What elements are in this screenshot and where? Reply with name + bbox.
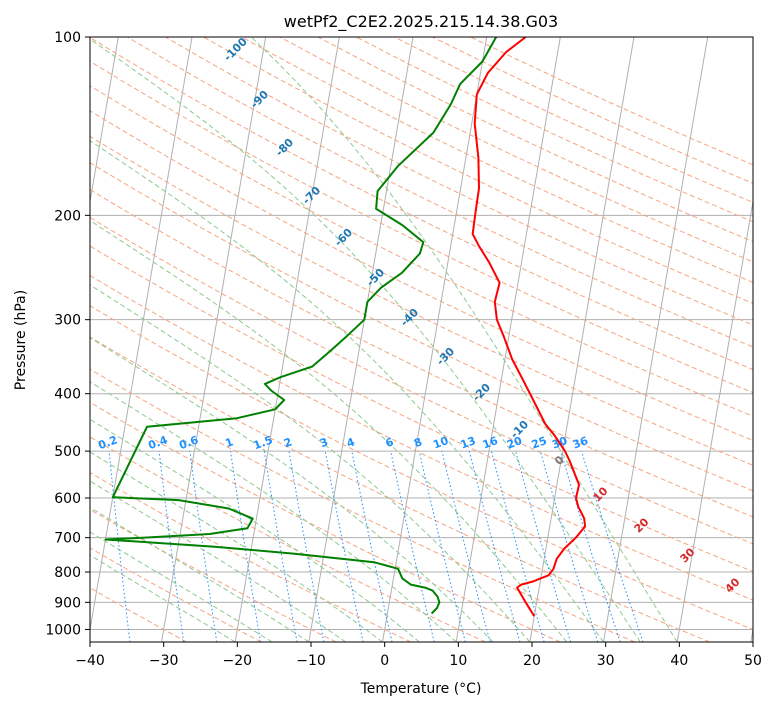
dry-adiabat-line [90, 368, 636, 642]
moist-adiabat-line [250, 37, 678, 642]
moist-adiabat-line [90, 480, 346, 642]
mixing-ratio-label: 20 [505, 434, 524, 452]
dry-adiabat-line [90, 85, 753, 417]
mixing-ratio-labels: 0.2 0.4 0.6 1 1.5 2 3 4 6 8 10 13 16 20 25 30 36 [97, 433, 591, 452]
x-tick-label: 10 [449, 653, 467, 669]
moist-adiabat-line [90, 38, 641, 642]
dry-adiabat-line [90, 336, 710, 642]
x-tick-label: 0 [380, 653, 389, 669]
y-axis-title: Pressure (hPa) [13, 290, 29, 390]
y-tick-label: 700 [54, 531, 81, 547]
mixing-ratio-label: 0.6 [177, 433, 200, 452]
dry-adiabat-line [90, 245, 753, 573]
isotherm-line [676, 198, 753, 642]
mixing-ratio-label: 0.2 [97, 433, 120, 452]
dewpoint-profile [104, 37, 498, 615]
x-tick-label: 50 [744, 653, 762, 669]
mixing-ratio-label: 2 [282, 435, 294, 450]
moist-adiabat-line [90, 337, 494, 642]
plot-frame [89, 36, 754, 643]
dry-adiabat-line [165, 37, 753, 326]
dry-adiabat-line [90, 216, 753, 545]
mixing-ratio-line [324, 451, 364, 642]
mixing-ratio-line [351, 451, 393, 642]
mixing-ratio-line [581, 450, 644, 642]
dry-adiabat-line [90, 135, 753, 466]
mixing-ratio-line [230, 451, 262, 642]
mixing-ratio-line [390, 450, 435, 642]
mixing-ratio-line [560, 450, 621, 642]
x-tick-label: −40 [75, 653, 105, 669]
y-tick-label: 800 [54, 565, 81, 581]
moist-adiabat-line [90, 219, 568, 642]
dry-adiabat-line [203, 37, 753, 304]
isotherm-line [455, 37, 561, 642]
moist-adiabat-line [90, 418, 420, 642]
mixing-ratio-label: 10 [431, 434, 450, 452]
mixing-ratio-line [158, 451, 185, 642]
y-tick-label: 600 [54, 491, 81, 507]
mixing-ratio-label: 13 [459, 434, 478, 451]
mixing-ratio-label: 8 [412, 435, 424, 450]
isotherm-line [90, 37, 119, 205]
mixing-ratio-line [418, 450, 466, 642]
mixing-ratio-label: 25 [530, 434, 549, 451]
mixing-ratio-line [539, 450, 599, 642]
mixing-ratio-label: 0.4 [146, 433, 169, 452]
dry-adiabat-line [90, 436, 486, 642]
x-tick-label: −10 [296, 653, 326, 669]
temperature-profile [471, 37, 587, 617]
moist-adiabat-line [90, 140, 604, 642]
mixing-ratio-label: 1.5 [252, 433, 275, 452]
y-tick-label: 300 [54, 313, 81, 329]
dry-adiabat-line [90, 508, 337, 642]
moist-adiabat-line [90, 284, 531, 642]
dry-adiabat-line [90, 162, 753, 492]
mixing-ratio-line [490, 450, 545, 642]
plot-background [90, 37, 753, 642]
mixing-ratio-line [515, 450, 572, 642]
x-axis-title: Temperature (°C) [360, 681, 482, 697]
y-tick-label: 900 [54, 595, 81, 611]
isotherm-line [308, 37, 414, 642]
mixing-ratio-label: 6 [384, 435, 396, 450]
mixing-ratio-line [441, 450, 491, 642]
y-tick-label: 400 [54, 387, 81, 403]
y-tick-label: 1000 [45, 622, 81, 638]
dry-adiabat-line [241, 37, 753, 283]
isotherm-line [161, 37, 267, 642]
dry-adiabat-line [90, 110, 753, 442]
y-tick-label: 500 [54, 444, 81, 460]
isotherm-line [234, 37, 340, 642]
y-axis-ticks: 100 200 300 400 500 600 700 800 900 1000 [45, 30, 90, 638]
dry-adiabat-line [90, 401, 561, 642]
chart-title: wetPf2_C2E2.2025.215.14.38.G03 [284, 12, 558, 32]
x-axis-ticks: −40 −30 −20 −10 0 10 20 30 40 50 [75, 642, 762, 669]
y-tick-label: 200 [54, 208, 81, 224]
x-tick-label: −20 [223, 653, 253, 669]
series-layer [104, 37, 587, 617]
isotherm-line [382, 37, 488, 642]
background-lines [90, 37, 753, 642]
moist-adiabat-line [90, 451, 383, 642]
mixing-ratio-line [468, 450, 521, 642]
x-tick-label: −30 [149, 653, 179, 669]
mixing-ratio-label: 1 [223, 435, 235, 450]
mixing-ratio-label: 16 [481, 434, 500, 452]
mixing-ratio-label: 4 [345, 435, 357, 450]
x-tick-label: 40 [670, 653, 688, 669]
x-tick-label: 20 [523, 653, 541, 669]
mixing-ratio-line [189, 451, 218, 642]
mixing-ratio-label: 3 [318, 435, 330, 450]
mixing-ratio-label: 36 [571, 434, 590, 452]
dry-adiabat-line [90, 305, 753, 630]
moist-adiabat-line [90, 531, 273, 642]
x-tick-label: 30 [597, 653, 615, 669]
dry-adiabat-line [90, 547, 262, 642]
y-tick-label: 100 [54, 30, 81, 46]
moist-adiabat-line [90, 554, 236, 642]
